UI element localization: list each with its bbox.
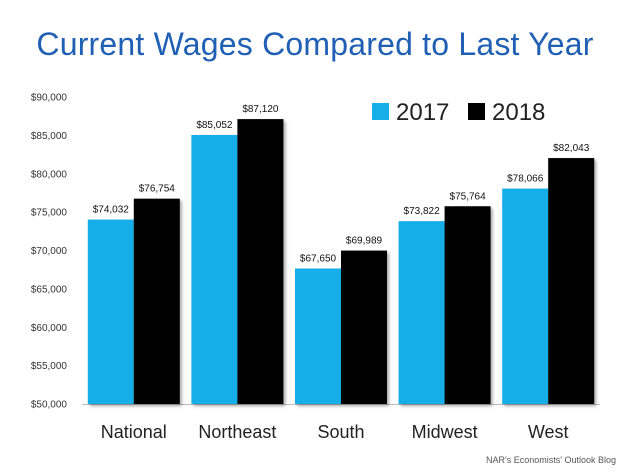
y-tick-label: $80,000 xyxy=(31,169,68,180)
legend-label-2017: 2017 xyxy=(396,99,449,126)
legend-swatch-2018 xyxy=(468,103,485,120)
y-tick-label: $75,000 xyxy=(31,208,68,219)
x-tick-label-south: South xyxy=(317,422,364,442)
bar-west-2017 xyxy=(502,188,549,404)
data-label-midwest-2017: $73,822 xyxy=(404,206,441,217)
y-tick-label: $65,000 xyxy=(31,284,68,295)
data-label-south-2018: $69,989 xyxy=(346,236,383,247)
bar-west-2018 xyxy=(548,158,595,404)
bar-northeast-2018 xyxy=(237,119,284,404)
x-tick-label-midwest: Midwest xyxy=(412,422,478,442)
data-label-national-2018: $76,754 xyxy=(139,184,176,195)
x-tick-label-national: National xyxy=(101,422,167,442)
bar-national-2017 xyxy=(87,219,134,404)
legend-swatch-2017 xyxy=(372,103,389,120)
y-tick-label: $55,000 xyxy=(31,361,68,372)
y-tick-label: $90,000 xyxy=(31,93,68,104)
data-label-west-2017: $78,066 xyxy=(507,174,544,185)
data-labels: $74,032 $76,754 $85,052 $87,120 $67,650 $69,9… xyxy=(93,104,590,264)
y-tick-label: $50,000 xyxy=(31,400,68,411)
bar-national-2018 xyxy=(133,198,180,404)
bar-south-2018 xyxy=(341,250,387,404)
bar-midwest-2017 xyxy=(398,221,445,404)
y-tick-label: $70,000 xyxy=(31,246,68,257)
x-tick-label-northeast: Northeast xyxy=(198,422,276,442)
bar-midwest-2018 xyxy=(444,206,491,404)
x-tick-label-west: West xyxy=(528,422,569,442)
chart-title: Current Wages Compared to Last Year xyxy=(36,26,594,62)
y-axis: $50,000 $55,000 $60,000 $65,000 $70,000 $75,0… xyxy=(31,93,68,411)
y-tick-label: $85,000 xyxy=(31,131,68,142)
bars xyxy=(87,119,595,405)
data-label-northeast-2018: $87,120 xyxy=(242,104,279,115)
x-axis: National Northeast South Midwest West xyxy=(101,422,569,442)
data-label-national-2017: $74,032 xyxy=(93,205,130,216)
data-label-midwest-2018: $75,764 xyxy=(450,191,487,202)
legend-label-2018: 2018 xyxy=(492,99,545,126)
data-label-west-2018: $82,043 xyxy=(553,143,590,154)
y-tick-label: $60,000 xyxy=(31,323,68,334)
legend: 2017 2018 xyxy=(372,99,545,126)
data-label-northeast-2017: $85,052 xyxy=(196,120,233,131)
bar-south-2017 xyxy=(295,268,341,404)
data-label-south-2017: $67,650 xyxy=(300,254,337,265)
source-note: NAR's Economists' Outlook Blog xyxy=(486,455,616,465)
bar-northeast-2017 xyxy=(191,134,238,405)
